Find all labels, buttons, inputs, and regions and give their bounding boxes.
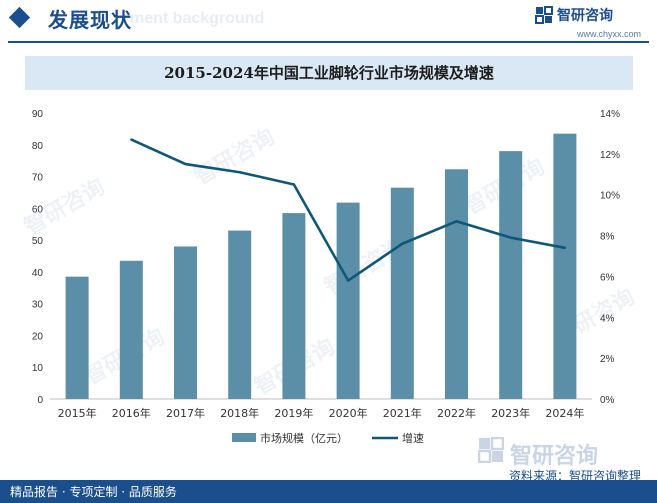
bar	[282, 213, 306, 399]
y-left-tick-label: 80	[32, 141, 44, 152]
growth-point	[292, 183, 296, 186]
bar	[65, 276, 89, 399]
footer-text: 精品报告 · 专项定制 · 品质服务	[10, 485, 177, 499]
bar	[119, 260, 143, 399]
growth-point	[130, 138, 133, 141]
y-right-tick-label: 2%	[600, 354, 615, 365]
x-tick-label: 2021年	[383, 406, 422, 420]
footer-bar: 精品报告 · 专项定制 · 品质服务	[0, 480, 657, 503]
x-tick-label: 2015年	[58, 406, 97, 420]
chart: 智研咨询智研咨询智研咨询智研咨询智研咨询智研咨询智研咨询010203040506…	[20, 109, 639, 445]
growth-point	[455, 220, 458, 223]
x-tick-label: 2019年	[274, 406, 313, 420]
y-left-tick-label: 60	[32, 204, 44, 215]
brand-url[interactable]: www.chyxx.com	[576, 29, 641, 39]
bar	[499, 151, 523, 399]
bar	[445, 169, 468, 399]
legend-label-line: 增速	[402, 431, 424, 445]
growth-point	[563, 246, 567, 250]
y-right-tick-label: 10%	[600, 191, 620, 202]
bar	[228, 230, 252, 399]
section-subtitle-ghost: ment background	[130, 10, 265, 27]
diamond-icon	[8, 6, 31, 29]
y-right-tick-label: 12%	[600, 150, 620, 161]
growth-point	[509, 236, 512, 239]
x-tick-label: 2020年	[329, 406, 368, 420]
y-left-tick-label: 40	[32, 268, 44, 279]
bar	[553, 133, 577, 399]
x-tick-label: 2022年	[437, 406, 476, 420]
y-left-tick-label: 90	[32, 109, 44, 120]
x-tick-label: 2016年	[112, 406, 151, 420]
x-tick-label: 2017年	[166, 406, 205, 420]
growth-point	[184, 162, 187, 166]
y-left-tick-label: 20	[32, 331, 44, 342]
header-divider	[8, 41, 649, 43]
y-right-tick-label: 14%	[600, 109, 620, 120]
y-right-tick-label: 4%	[600, 313, 615, 324]
chart-title: 2015-2024年中国工业脚轮行业市场规模及增速	[25, 56, 633, 90]
source-note: 资料来源：智研咨询整理	[506, 467, 643, 484]
section-title: 发展现状	[48, 8, 132, 32]
top-header: ment background 发展现状 智研咨询 www.chyxx.com	[0, 0, 657, 43]
legend-label-bar: 市场规模（亿元）	[260, 431, 348, 445]
y-right-tick-label: 6%	[600, 272, 615, 283]
bar	[390, 187, 414, 399]
x-tick-label: 2024年	[545, 406, 584, 420]
y-left-tick-label: 70	[32, 173, 44, 184]
y-left-tick-label: 0	[37, 395, 43, 406]
y-right-tick-label: 0%	[600, 395, 615, 406]
x-tick-label: 2018年	[220, 406, 259, 420]
bar	[174, 246, 197, 399]
growth-point	[401, 242, 404, 245]
legend-swatch-bar	[232, 433, 256, 442]
y-right-tick-label: 8%	[600, 232, 615, 243]
x-tick-label: 2023年	[491, 406, 530, 420]
source-logo-icon	[478, 437, 504, 463]
growth-point	[238, 171, 241, 174]
y-left-tick-label: 10	[32, 363, 44, 374]
brand-logo-icon	[535, 6, 553, 24]
watermark-text: 智研咨询	[190, 124, 279, 191]
brand-name: 智研咨询	[557, 8, 613, 24]
source-logo-text: 智研咨询	[510, 444, 599, 469]
bar	[336, 202, 360, 399]
growth-point	[346, 279, 350, 282]
y-left-tick-label: 30	[32, 300, 44, 311]
y-left-tick-label: 50	[32, 236, 44, 247]
